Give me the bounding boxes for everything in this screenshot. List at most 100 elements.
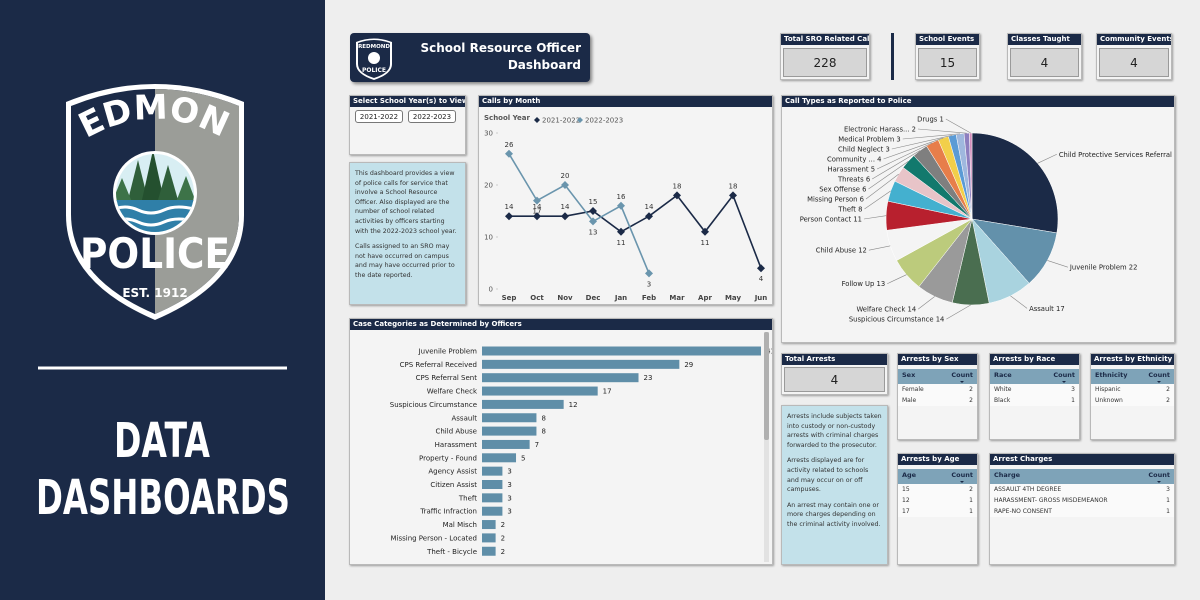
slice-value: 6 (866, 176, 870, 184)
pie-chart: Child Protective Services Referral 56 Juv… (800, 116, 1174, 324)
x-tick-label: Dec (586, 294, 601, 302)
slice-label: Welfare Check 14 (856, 306, 916, 314)
bar (482, 520, 496, 530)
data-table: Sex Count Female 2 Male 2 (898, 369, 977, 406)
legend-title: School Year (484, 114, 531, 122)
slice-name: Drugs (917, 116, 938, 124)
data-label: 8 (541, 414, 545, 422)
slice-value: 6 (860, 196, 864, 204)
data-label: 15 (589, 198, 598, 206)
legend-marker (577, 117, 583, 123)
data-label: 17 (533, 208, 542, 216)
y-tick-label: 10 (484, 234, 493, 242)
header-art: REDMOND POLICE School Resource Officer D… (356, 38, 581, 80)
panel-title: Classes Taught (1008, 34, 1081, 45)
logo-established: EST. 1912 (122, 286, 187, 300)
slice-value: 14 (908, 306, 917, 314)
slice-label: Assault 17 (1029, 305, 1065, 313)
data-label: 14 (645, 203, 654, 211)
slice-label: Juvenile Problem 22 (1069, 264, 1138, 272)
scrollbar-thumb (764, 332, 769, 440)
table-row: ASSAULT 4TH DEGREE 3 (990, 484, 1174, 495)
point-marker (561, 181, 569, 189)
table-cell: 2 (943, 484, 977, 495)
panel-title: Arrests by Ethnicity (1091, 354, 1174, 365)
slice-label: Child Protective Services Referral 56 (1059, 151, 1174, 159)
panel: Arrests by Ethnicity Ethnicity Count Hispan… (1090, 353, 1175, 440)
bar (482, 399, 564, 409)
slice-value: 5 (871, 166, 875, 174)
tree (116, 178, 132, 202)
leader-line (864, 190, 891, 210)
bar (482, 413, 537, 423)
badge-top: REDMOND (358, 44, 390, 50)
table-cell: 1 (943, 495, 977, 506)
point-marker (589, 217, 597, 226)
panel: Community Events 4 (1096, 33, 1172, 80)
leader-line (887, 274, 907, 285)
year-button[interactable]: 2021-2022 (355, 110, 403, 123)
column-header: Count (943, 469, 977, 484)
table-row: White 3 (990, 384, 1079, 395)
point-marker (617, 227, 625, 236)
leader-line (946, 304, 971, 320)
slice-label: Drugs 1 (917, 116, 944, 124)
column-header: Count (1045, 369, 1079, 384)
slice-label: Medical Problem 3 (838, 136, 901, 144)
category-label: Suspicious Circumstance (390, 401, 477, 409)
bar-chart: Juvenile Problem41CPS Referral Received2… (390, 332, 772, 562)
point-marker (729, 191, 737, 200)
data-label: 3 (507, 468, 511, 476)
slice-label: Sex Offense 6 (819, 186, 866, 194)
table-row: Unknown 2 (1091, 395, 1174, 406)
panel: Call Types as Reported to Police Child Pr… (781, 95, 1175, 343)
logo-top: REDMOND (0, 0, 235, 146)
kpi-value: 15 (918, 48, 977, 77)
table-cell: 1 (1140, 506, 1174, 517)
category-label: Harassment (435, 441, 478, 449)
description-text: Calls assigned to an SRO may not have oc… (355, 243, 455, 279)
column-header: Age (898, 469, 943, 484)
panel: Total Arrests 4 (781, 353, 888, 395)
year-button[interactable]: 2022-2023 (408, 110, 456, 123)
slice-label: Child Abuse 12 (816, 247, 867, 255)
tree (142, 154, 164, 200)
data-label: 26 (505, 141, 514, 149)
data-label: 5 (521, 454, 525, 462)
panel: Arrests by Sex Sex Count Female 2 Male 2 (897, 353, 978, 440)
description-text: This dashboard provides a view of police… (355, 170, 457, 235)
tree (176, 176, 194, 202)
y-tick-label: 30 (484, 130, 493, 138)
dashboard-title: Dashboard (508, 58, 581, 72)
slice-value: 22 (1129, 264, 1138, 272)
header-row: Charge Count (990, 469, 1174, 484)
point-marker (505, 149, 513, 158)
point-marker (673, 191, 681, 200)
panel: Calls by Month School Year 2021-2022 2022-2… (478, 95, 773, 305)
data-label: 3 (647, 280, 651, 288)
table-cell: 2 (943, 395, 977, 406)
point-marker (505, 212, 513, 221)
slice-label: Harassment 5 (827, 166, 875, 174)
leader-line (1037, 153, 1057, 164)
slice-label: Missing Person 6 (807, 196, 864, 204)
column-header: Count (1140, 469, 1174, 484)
slice-label: Child Neglect 3 (838, 146, 890, 154)
data-label: 3 (507, 481, 511, 489)
leader-line (891, 135, 953, 150)
category-label: Theft (458, 494, 477, 502)
data-label: 14 (505, 203, 514, 211)
category-label: Traffic Infraction (419, 508, 477, 516)
category-label: Child Abuse (435, 428, 477, 436)
panel-title: Case Categories as Determined by Officer… (350, 319, 772, 330)
leader-line (902, 133, 961, 140)
table-cell: Male (898, 395, 943, 406)
table-cell: Female (898, 384, 943, 395)
table-row: 17 1 (898, 506, 977, 517)
category-label: Welfare Check (427, 388, 478, 396)
y-tick-label: 20 (484, 182, 493, 190)
bar (482, 533, 496, 543)
data-table: Age Count 15 2 12 1 17 1 (898, 469, 977, 517)
bar (482, 546, 496, 556)
